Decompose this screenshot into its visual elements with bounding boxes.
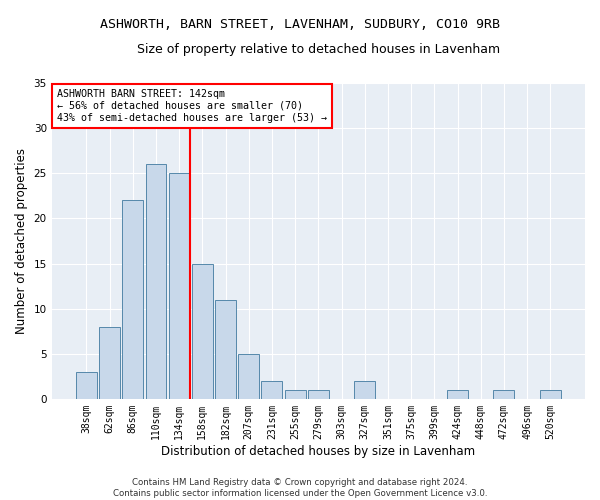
- Text: Contains HM Land Registry data © Crown copyright and database right 2024.
Contai: Contains HM Land Registry data © Crown c…: [113, 478, 487, 498]
- Text: ASHWORTH BARN STREET: 142sqm
← 56% of detached houses are smaller (70)
43% of se: ASHWORTH BARN STREET: 142sqm ← 56% of de…: [57, 90, 327, 122]
- Bar: [192, 264, 213, 399]
- Bar: [308, 390, 329, 399]
- Bar: [540, 390, 561, 399]
- Bar: [354, 381, 375, 399]
- Text: ASHWORTH, BARN STREET, LAVENHAM, SUDBURY, CO10 9RB: ASHWORTH, BARN STREET, LAVENHAM, SUDBURY…: [100, 18, 500, 30]
- Bar: [99, 326, 120, 399]
- Bar: [215, 300, 236, 399]
- Bar: [284, 390, 305, 399]
- X-axis label: Distribution of detached houses by size in Lavenham: Distribution of detached houses by size …: [161, 444, 475, 458]
- Bar: [169, 174, 190, 399]
- Bar: [493, 390, 514, 399]
- Bar: [146, 164, 166, 399]
- Bar: [447, 390, 468, 399]
- Bar: [76, 372, 97, 399]
- Y-axis label: Number of detached properties: Number of detached properties: [15, 148, 28, 334]
- Title: Size of property relative to detached houses in Lavenham: Size of property relative to detached ho…: [137, 42, 500, 56]
- Bar: [262, 381, 283, 399]
- Bar: [238, 354, 259, 399]
- Bar: [122, 200, 143, 399]
